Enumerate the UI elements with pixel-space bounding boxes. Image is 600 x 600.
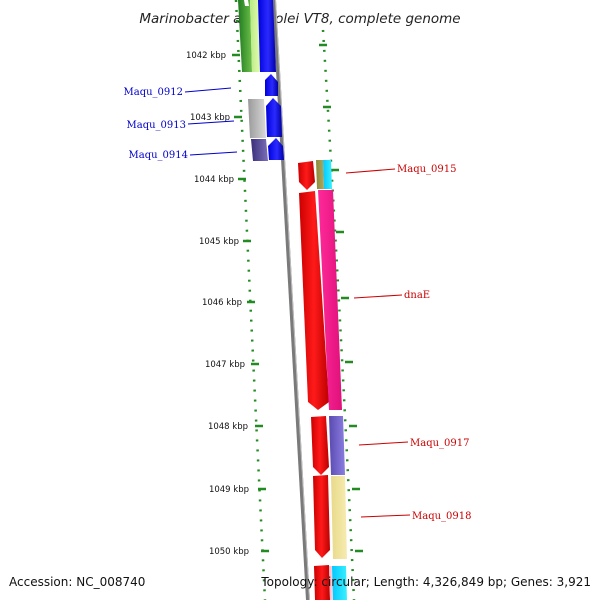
right-features [298,160,347,600]
tick-label: 1045 kbp [199,237,239,247]
genome-backbone-highlight [275,0,310,600]
gene-feature[interactable] [265,74,278,96]
genome-backbone [272,0,310,600]
gene-label-maqu-0913[interactable]: Maqu_0913 [127,120,187,131]
gene-feature[interactable] [316,160,324,189]
gene-feature[interactable] [251,139,268,161]
gene-feature[interactable] [331,476,347,559]
gene-feature[interactable] [314,565,330,600]
gene-feature[interactable] [329,566,333,600]
label-leader [189,151,238,156]
gene-feature[interactable] [313,475,330,558]
right-major-ticks [319,43,363,553]
gene-feature[interactable] [329,416,345,475]
left-gene-labels: Maqu_0912 Maqu_0913 Maqu_0914 [124,87,238,161]
gene-feature[interactable] [244,0,249,6]
gene-feature[interactable] [298,161,315,190]
tick-label: 1044 kbp [194,175,234,185]
gene-label-maqu-0915[interactable]: Maqu_0915 [397,164,457,175]
label-leader [184,87,232,93]
tick-label: 1048 kbp [208,422,248,432]
label-leader [358,441,409,446]
gene-feature[interactable] [258,0,276,72]
tick-label: 1049 kbp [209,485,249,495]
gene-feature[interactable] [323,160,332,189]
label-leader [187,120,235,125]
gene-feature[interactable] [318,190,342,410]
right-gene-labels: Maqu_0915 dnaE Maqu_0917 Maqu_0918 [345,164,472,522]
tick-label: 1046 kbp [202,298,242,308]
gene-label-maqu-0914[interactable]: Maqu_0914 [129,150,189,161]
gene-feature[interactable] [299,191,329,410]
label-leader [345,168,396,174]
gene-label-maqu-0918[interactable]: Maqu_0918 [412,511,472,522]
gene-feature[interactable] [311,416,329,475]
gene-label-maqu-0912[interactable]: Maqu_0912 [124,87,184,98]
accession-text: Accession: NC_008740 [9,575,145,589]
tick-label: 1042 kbp [186,51,226,61]
left-tick-track [234,0,267,600]
label-leader [353,294,403,299]
tick-label: 1043 kbp [190,113,230,123]
gene-label-maqu-0917[interactable]: Maqu_0917 [410,438,470,449]
tick-label: 1050 kbp [209,547,249,557]
gene-feature[interactable] [266,98,282,137]
left-major-ticks [232,53,269,553]
tick-label: 1047 kbp [205,360,245,370]
gene-feature[interactable] [238,0,252,72]
gene-label-dnae[interactable]: dnaE [404,290,430,301]
topology-text: Topology: circular; Length: 4,326,849 bp… [260,575,591,589]
tick-labels: 1042 kbp 1043 kbp 1044 kbp 1045 kbp 1046… [186,51,249,557]
gene-feature[interactable] [248,99,266,138]
label-leader [360,514,411,518]
gene-feature[interactable] [250,0,261,72]
map-title: Marinobacter aquaeolei VT8, complete gen… [139,11,460,27]
left-features [238,0,284,161]
gene-feature[interactable] [268,138,284,160]
gene-feature[interactable] [332,566,347,600]
